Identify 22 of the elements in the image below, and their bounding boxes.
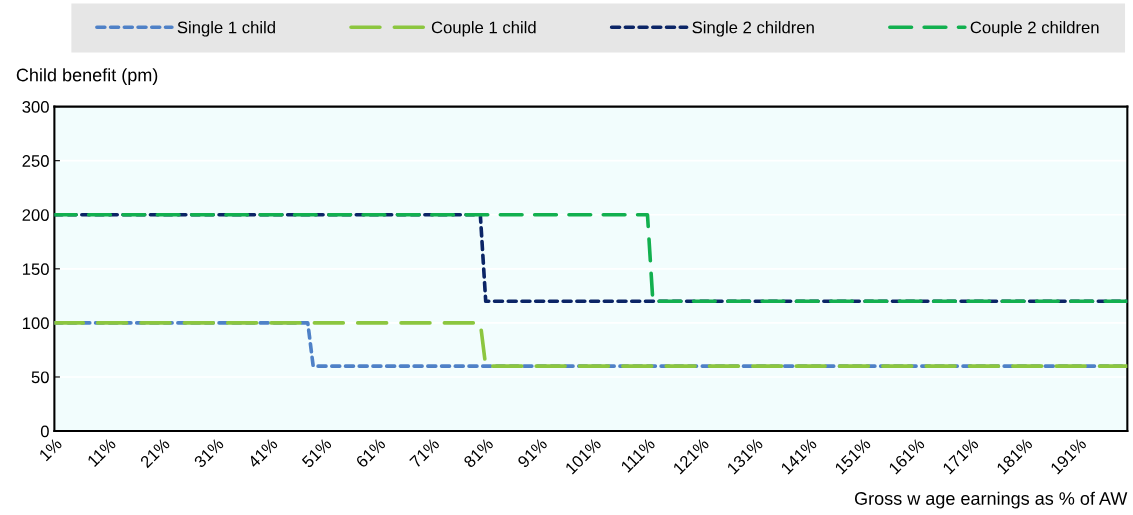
legend-label: Couple 1 child (431, 21, 536, 37)
legend-label: Single 1 child (177, 21, 275, 37)
x-tick-label: 81% (462, 437, 494, 469)
y-axis-title: Child benefit (pm) (16, 68, 158, 85)
x-tick-label: 71% (409, 437, 440, 469)
legend-label: Couple 2 children (970, 21, 1099, 37)
x-tick-label: 11% (86, 437, 117, 468)
x-tick-label: 61% (355, 437, 387, 469)
legend-label: Single 2 children (692, 21, 814, 37)
y-tick-label: 100 (22, 317, 49, 330)
y-tick-label: 300 (22, 101, 49, 113)
y-tick-label: 0 (40, 425, 49, 438)
y-tick-label: 50 (31, 371, 49, 384)
y-tick-label: 250 (22, 155, 49, 167)
x-tick-label: 31% (193, 437, 225, 469)
y-tick-label: 200 (22, 209, 49, 221)
x-tick-label: 41% (247, 437, 279, 469)
x-tick-label: 51% (301, 437, 333, 469)
x-tick-label: 91% (516, 437, 548, 469)
x-axis-title: Gross w age earnings as % of AW (854, 491, 1128, 509)
y-tick-label: 150 (22, 263, 49, 276)
x-tick-label: 1% (38, 437, 63, 462)
